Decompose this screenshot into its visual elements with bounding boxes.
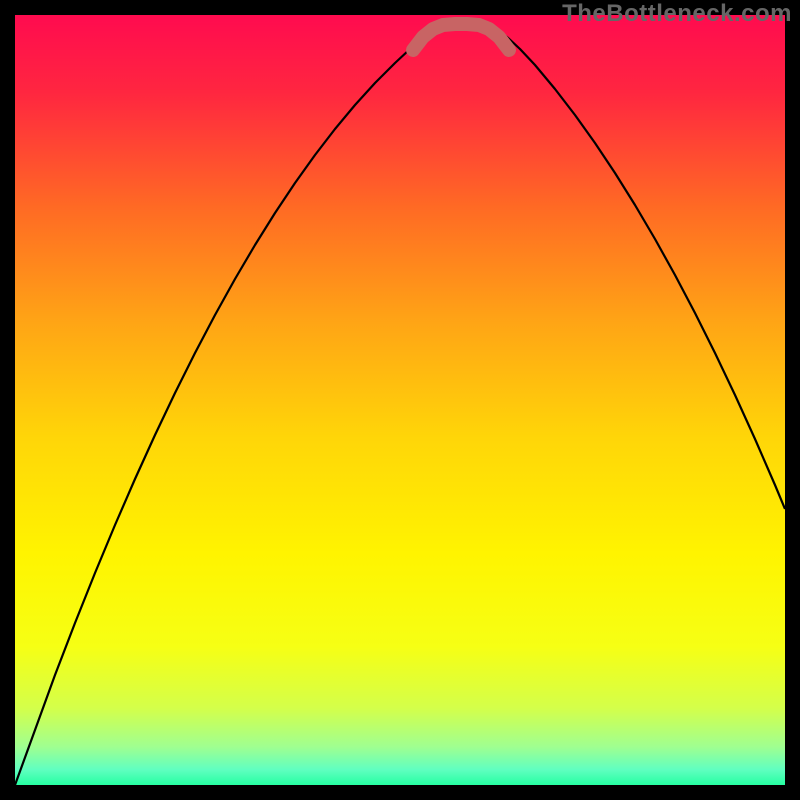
- watermark-text: TheBottleneck.com: [562, 0, 792, 28]
- plot-area: [15, 15, 785, 785]
- chart-frame: TheBottleneck.com: [0, 0, 800, 800]
- chart-svg: [15, 15, 785, 785]
- gradient-background: [15, 15, 785, 785]
